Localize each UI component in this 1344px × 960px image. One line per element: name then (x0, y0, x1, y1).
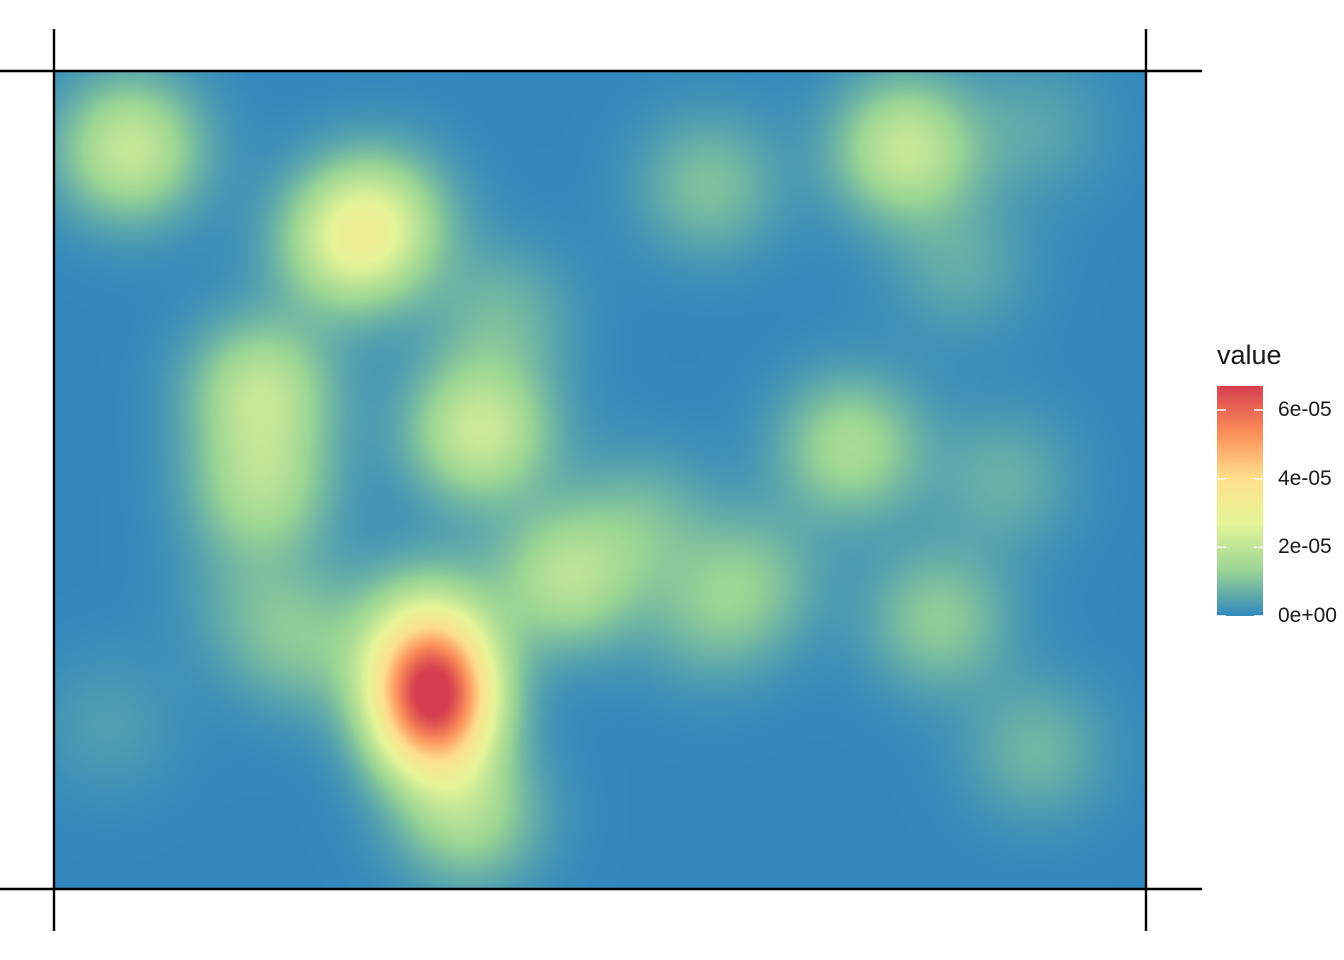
heatmap-raster (54, 71, 1146, 889)
legend-title: value (1217, 340, 1282, 370)
legend-colorbar (1217, 386, 1263, 617)
legend-tick-label: 2e-05 (1278, 535, 1332, 559)
panel-frame (0, 29, 1202, 931)
legend-ticks (1217, 409, 1263, 617)
heatmap-image (54, 71, 1146, 889)
legend-tick-label: 0e+00 (1278, 604, 1337, 627)
legend-tick-label: 4e-05 (1278, 466, 1332, 490)
legend-tick-label: 6e-05 (1278, 398, 1332, 422)
legend-colorbar-fill (1217, 386, 1263, 616)
